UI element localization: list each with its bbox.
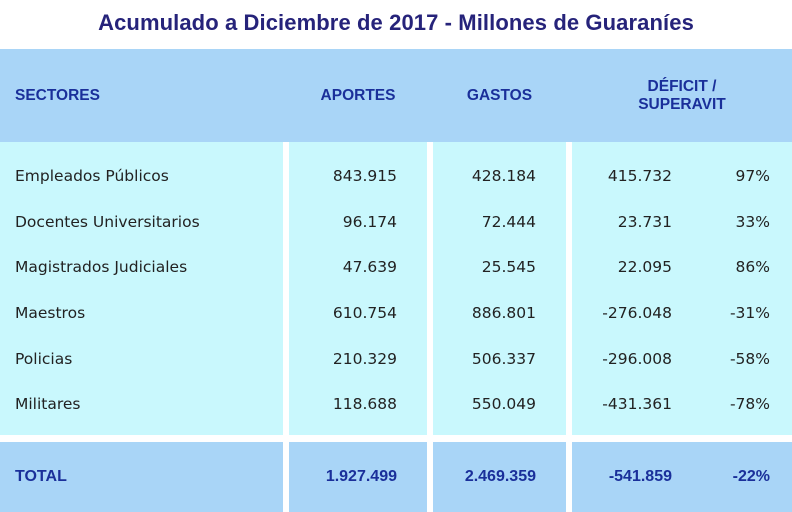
table-row: Empleados Públicos 843.915 428.184 415.7… bbox=[0, 153, 792, 199]
deficit-percent: 33% bbox=[702, 198, 792, 245]
aportes-value: 47.639 bbox=[289, 244, 427, 291]
table-row: Docentes Universitarios 96.174 72.444 23… bbox=[0, 198, 792, 245]
total-deficit: -541.859 bbox=[572, 442, 702, 512]
aportes-value: 210.329 bbox=[289, 335, 427, 382]
sector-name: Magistrados Judiciales bbox=[0, 244, 283, 291]
header-deficit-line1: DÉFICIT / bbox=[647, 77, 717, 95]
total-percent: -22% bbox=[702, 442, 792, 512]
body-bottom-padding bbox=[0, 427, 792, 436]
deficit-percent: -78% bbox=[702, 381, 792, 428]
deficit-value: 415.732 bbox=[572, 153, 702, 199]
gastos-value: 72.444 bbox=[433, 198, 566, 245]
column-divider bbox=[283, 49, 289, 142]
sector-name: Militares bbox=[0, 381, 283, 428]
deficit-value: -276.048 bbox=[572, 290, 702, 336]
deficit-percent: 97% bbox=[702, 153, 792, 199]
table-row: Maestros 610.754 886.801 -276.048 -31% bbox=[0, 290, 792, 336]
sector-name: Maestros bbox=[0, 290, 283, 336]
header-aportes: APORTES bbox=[289, 49, 427, 142]
gastos-value: 25.545 bbox=[433, 244, 566, 291]
total-row: TOTAL 1.927.499 2.469.359 -541.859 -22% bbox=[0, 442, 792, 512]
aportes-value: 118.688 bbox=[289, 381, 427, 428]
table-row: Magistrados Judiciales 47.639 25.545 22.… bbox=[0, 244, 792, 291]
aportes-value: 96.174 bbox=[289, 198, 427, 245]
column-divider bbox=[427, 49, 433, 142]
sector-name: Docentes Universitarios bbox=[0, 198, 283, 245]
deficit-value: -296.008 bbox=[572, 335, 702, 382]
aportes-value: 610.754 bbox=[289, 290, 427, 336]
column-divider bbox=[566, 49, 572, 142]
sector-name: Empleados Públicos bbox=[0, 153, 283, 199]
gastos-value: 506.337 bbox=[433, 335, 566, 382]
total-label: TOTAL bbox=[0, 442, 283, 512]
deficit-value: -431.361 bbox=[572, 381, 702, 428]
deficit-percent: -58% bbox=[702, 335, 792, 382]
deficit-percent: 86% bbox=[702, 244, 792, 291]
header-deficit-superavit: DÉFICIT / SUPERAVIT bbox=[572, 49, 792, 142]
deficit-value: 23.731 bbox=[572, 198, 702, 245]
header-deficit-line2: SUPERAVIT bbox=[638, 95, 726, 113]
deficit-percent: -31% bbox=[702, 290, 792, 336]
table-header-row: SECTORES APORTES GASTOS DÉFICIT / SUPERA… bbox=[0, 49, 792, 142]
aportes-value: 843.915 bbox=[289, 153, 427, 199]
header-gastos: GASTOS bbox=[433, 49, 566, 142]
header-spacer bbox=[0, 142, 792, 153]
header-sectores: SECTORES bbox=[0, 49, 283, 142]
deficit-value: 22.095 bbox=[572, 244, 702, 291]
sector-name: Policias bbox=[0, 335, 283, 382]
total-separator bbox=[0, 435, 792, 443]
gastos-value: 886.801 bbox=[433, 290, 566, 336]
total-aportes: 1.927.499 bbox=[289, 442, 427, 512]
table-row: Policias 210.329 506.337 -296.008 -58% bbox=[0, 335, 792, 382]
table-title: Acumulado a Diciembre de 2017 - Millones… bbox=[98, 10, 694, 35]
sector-balance-table: SECTORES APORTES GASTOS DÉFICIT / SUPERA… bbox=[0, 49, 792, 512]
gastos-value: 550.049 bbox=[433, 381, 566, 428]
total-gastos: 2.469.359 bbox=[433, 442, 566, 512]
gastos-value: 428.184 bbox=[433, 153, 566, 199]
table-row: Militares 118.688 550.049 -431.361 -78% bbox=[0, 381, 792, 428]
